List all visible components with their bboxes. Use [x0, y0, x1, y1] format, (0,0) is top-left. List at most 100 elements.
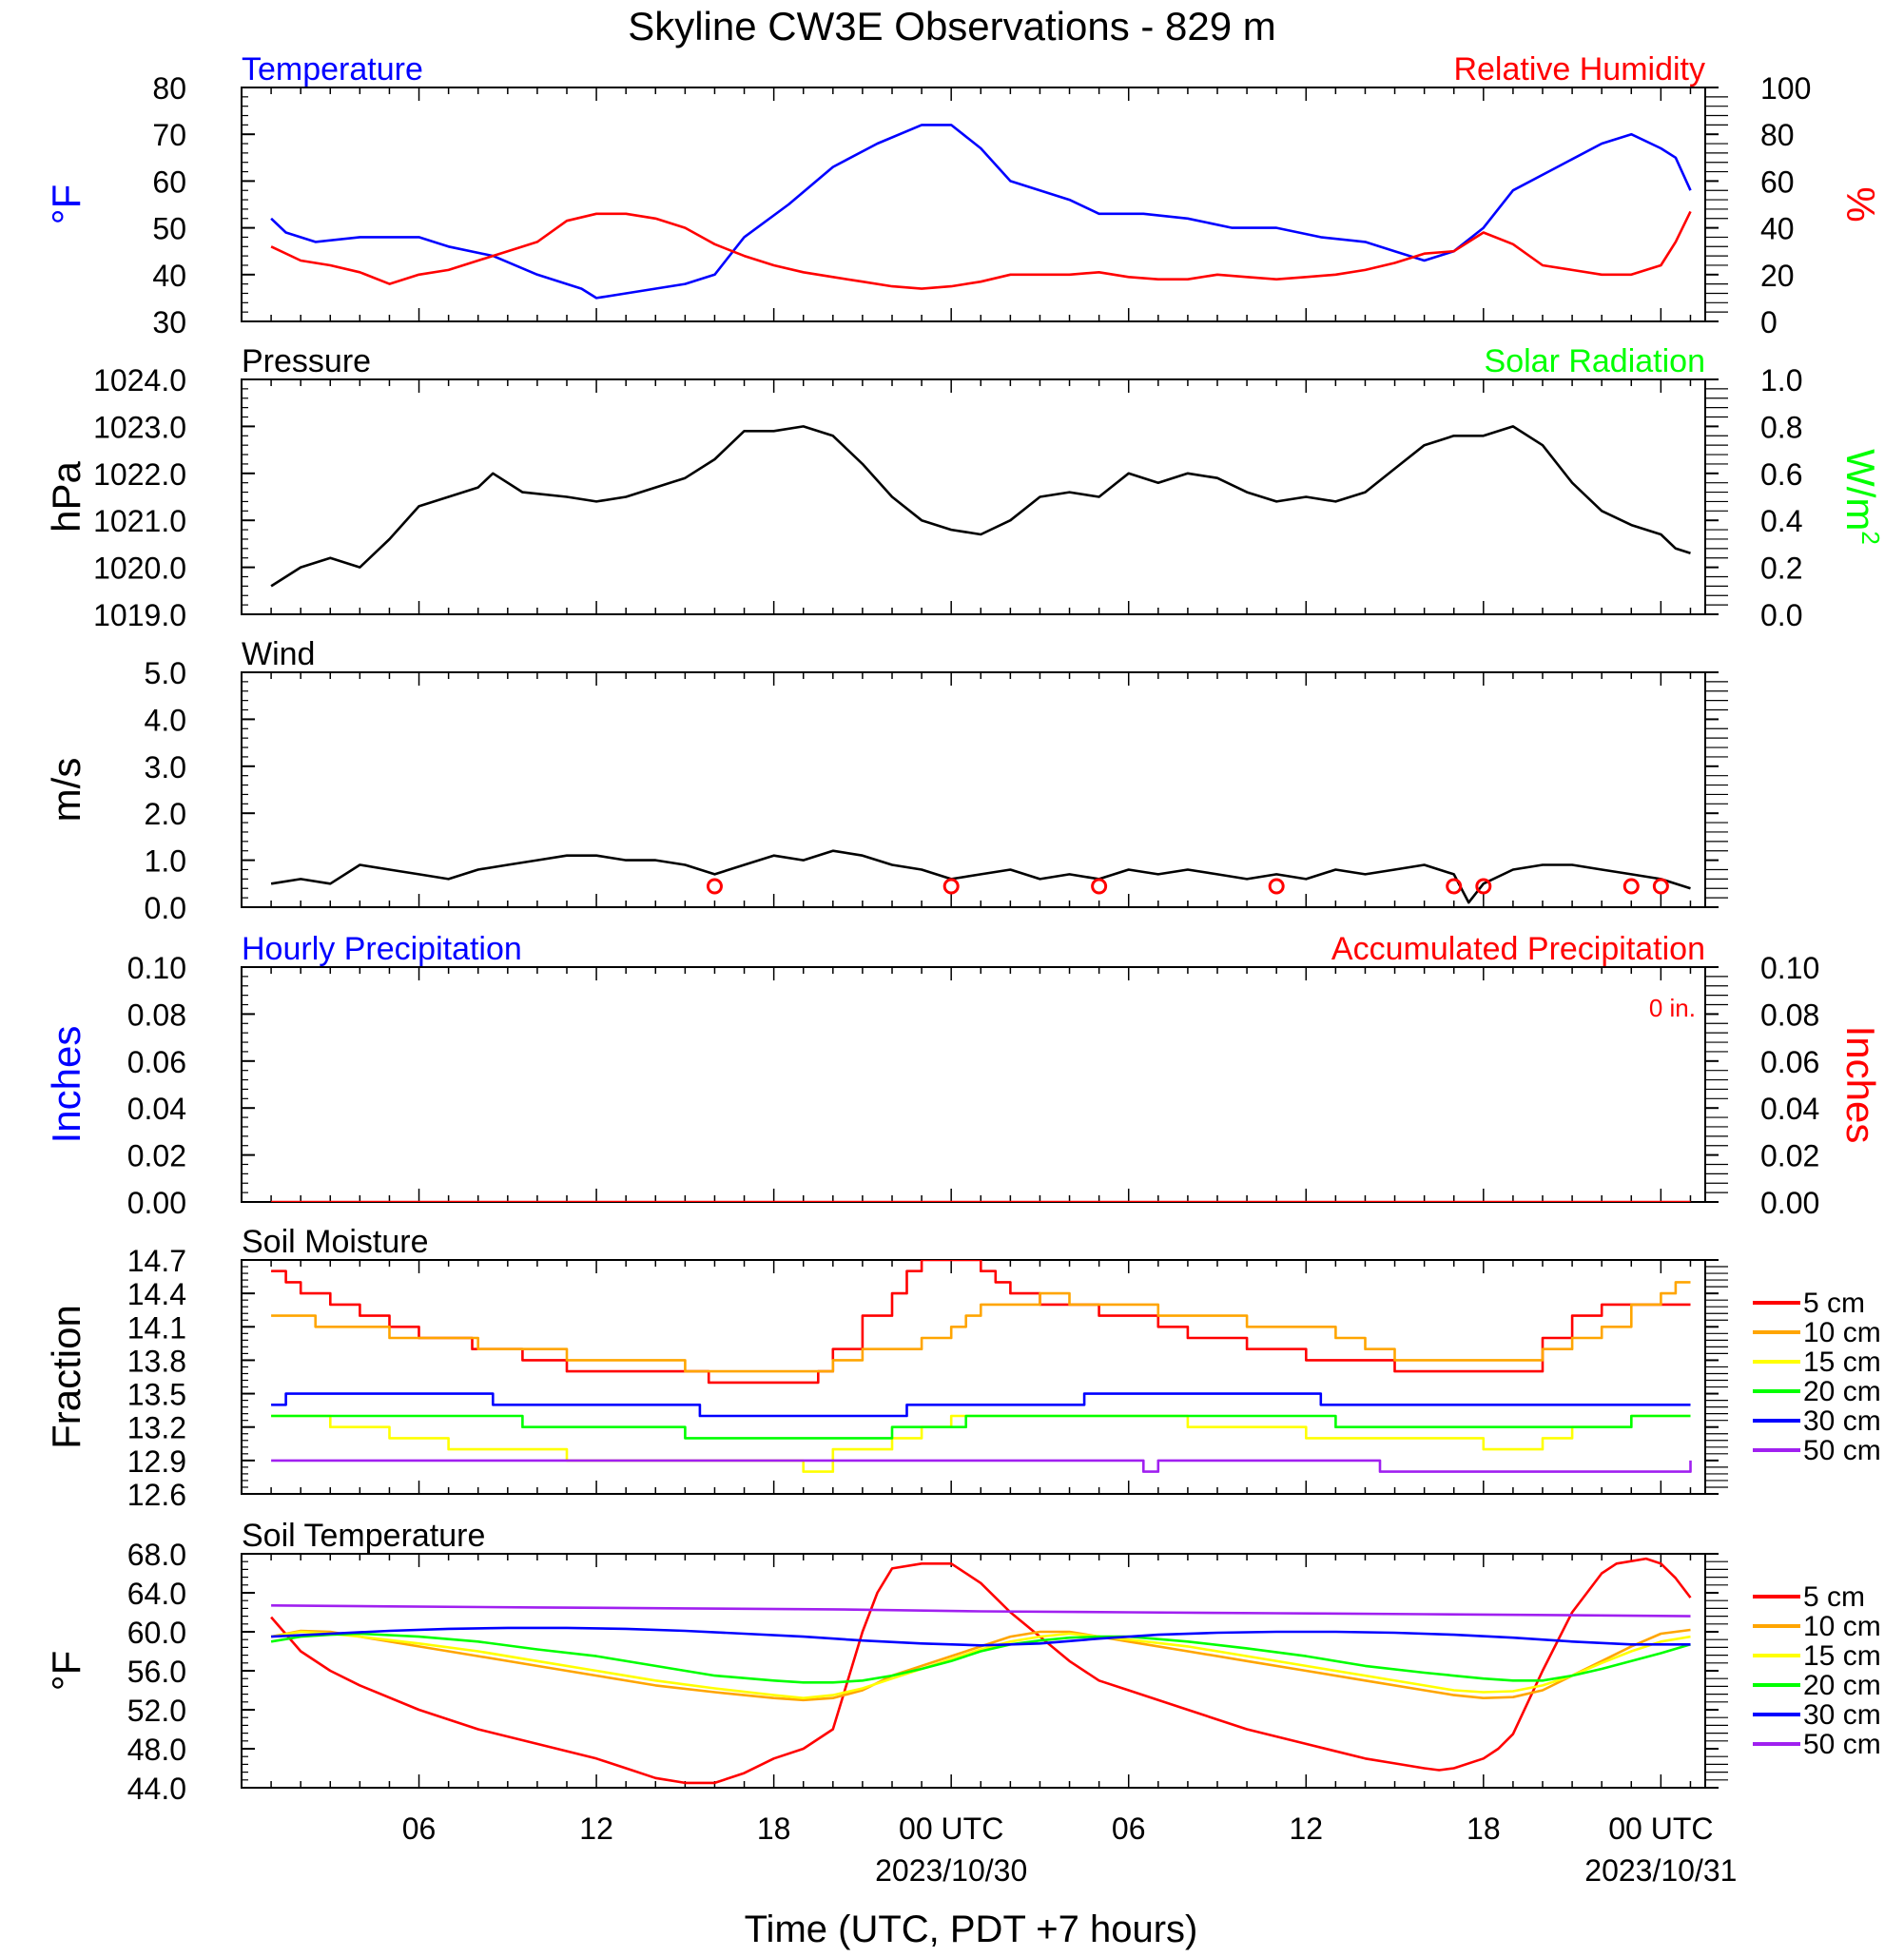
- calm-wind-marker: [1622, 878, 1640, 895]
- y-tick-label: 56.0: [127, 1655, 186, 1689]
- legend-label: 30 cm: [1803, 1699, 1881, 1731]
- y-axis-title-right-text: W/m: [1838, 449, 1883, 531]
- legend-label: 30 cm: [1803, 1405, 1881, 1437]
- y-right-tick-label: 0.10: [1760, 951, 1819, 985]
- legend-label: 50 cm: [1803, 1729, 1881, 1760]
- panel-left-title: Pressure: [242, 343, 371, 379]
- x-tick-label: 12: [579, 1812, 613, 1846]
- y-right-tick-label: 0.4: [1760, 504, 1802, 538]
- series-line-5-cm: [271, 1260, 1691, 1385]
- y-axis-title: °F: [44, 184, 88, 224]
- y-tick-label: 60: [152, 165, 186, 199]
- panel-left-title: Hourly Precipitation: [242, 931, 522, 967]
- series-line-black: [270, 425, 1691, 588]
- x-tick-label: 06: [1112, 1812, 1146, 1846]
- accumulated-total-label: 0 in.: [1649, 994, 1696, 1022]
- y-axis-title-right-text: %: [1838, 186, 1883, 222]
- panel-wind: 0.0 1.0 2.0 3.0 4.0 5.0 Wind m/s: [44, 636, 1728, 925]
- y-tick-label: 30: [152, 305, 186, 339]
- y-tick-label: 80: [152, 71, 186, 106]
- calm-wind-marker: [1091, 878, 1108, 895]
- legend-label: 10 cm: [1803, 1317, 1881, 1348]
- y-axis-title: hPa: [44, 460, 88, 532]
- panels: 30 40 50 60 70 80 0 20 40 60 80 100 Temperature Relat…: [44, 51, 1885, 1806]
- y-right-tick-label: 80: [1760, 118, 1795, 152]
- y-tick-label: 13.8: [127, 1344, 186, 1378]
- y-axis-title: Fraction: [44, 1305, 88, 1449]
- y-tick-label: 1022.0: [93, 457, 186, 492]
- legend-label: 20 cm: [1803, 1376, 1881, 1407]
- y-axis-title: Inches: [44, 1026, 88, 1144]
- y-right-tick-label: 0.02: [1760, 1139, 1819, 1173]
- panel-right-title: Accumulated Precipitation: [1331, 931, 1705, 967]
- x-date-label: 2023/10/31: [1584, 1853, 1737, 1888]
- legend-label: 50 cm: [1803, 1435, 1881, 1466]
- panel-left-title: Soil Moisture: [242, 1224, 429, 1260]
- y-right-tick-label: 0.08: [1760, 998, 1819, 1032]
- y-right-tick-label: 60: [1760, 165, 1795, 199]
- plot-frame: [241, 1259, 1706, 1495]
- series-line-10-cm: [270, 1628, 1691, 1702]
- y-axis-title-right: %: [1838, 186, 1883, 222]
- calm-wind-marker: [1268, 878, 1285, 895]
- series-line-30-cm: [271, 1392, 1691, 1418]
- calm-wind-marker: [1446, 878, 1463, 895]
- legend-label: 5 cm: [1803, 1581, 1865, 1613]
- x-tick-label: 18: [1467, 1812, 1501, 1846]
- x-tick-label: 18: [757, 1812, 791, 1846]
- y-tick-label: 1021.0: [93, 504, 186, 538]
- y-right-tick-label: 1.0: [1760, 363, 1802, 397]
- series-line-20-cm: [271, 1414, 1691, 1440]
- series-line-15-cm: [270, 1630, 1691, 1699]
- legend-label: 5 cm: [1803, 1288, 1865, 1319]
- y-tick-label: 0.0: [145, 891, 186, 925]
- series-line-50-cm: [271, 1604, 1691, 1618]
- series-line-red: [270, 210, 1692, 290]
- plot-frame: [241, 671, 1706, 908]
- y-tick-label: 14.4: [127, 1277, 186, 1311]
- y-right-tick-label: 0: [1760, 305, 1778, 339]
- y-right-tick-label: 0.2: [1760, 552, 1802, 586]
- y-right-tick-label: 0.06: [1760, 1045, 1819, 1079]
- y-tick-label: 12.9: [127, 1444, 186, 1479]
- y-axis-title-right: Inches: [1838, 1026, 1883, 1144]
- calm-wind-marker: [942, 878, 960, 895]
- y-right-tick-label: 0.8: [1760, 410, 1802, 444]
- y-tick-label: 5.0: [145, 656, 186, 690]
- y-tick-label: 1019.0: [93, 598, 186, 632]
- series-group: [270, 425, 1691, 588]
- panel-precipitation: 0.00 0.02 0.04 0.06 0.08 0.10 0.00 0.02 0.04 0.06…: [44, 931, 1883, 1220]
- y-tick-label: 0.04: [127, 1092, 186, 1126]
- series-line-20-cm: [270, 1632, 1691, 1684]
- y-tick-label: 70: [152, 118, 186, 152]
- legend-label: 15 cm: [1803, 1640, 1881, 1672]
- panel-soil-moisture: 12.612.913.213.513.814.114.414.7 Soil Moi…: [44, 1224, 1881, 1512]
- x-tick-label: 06: [402, 1812, 437, 1846]
- series-line-50-cm: [271, 1459, 1692, 1473]
- series-line-15-cm: [271, 1414, 1691, 1473]
- y-right-tick-label: 20: [1760, 259, 1795, 293]
- y-right-tick-label: 100: [1760, 71, 1811, 106]
- y-tick-label: 40: [152, 259, 186, 293]
- y-tick-label: 44.0: [127, 1772, 186, 1806]
- y-tick-label: 12.6: [127, 1478, 186, 1512]
- y-tick-label: 0.06: [127, 1045, 186, 1079]
- series-line-30-cm: [271, 1626, 1691, 1647]
- y-tick-label: 52.0: [127, 1694, 186, 1728]
- legend-label: 20 cm: [1803, 1670, 1881, 1701]
- panel-temperature: 30 40 50 60 70 80 0 20 40 60 80 100 Temperature Relat…: [44, 51, 1883, 339]
- plot-frame: [241, 87, 1706, 322]
- series-group: [270, 1557, 1692, 1785]
- legend-label: 15 cm: [1803, 1347, 1881, 1378]
- y-axis-title-right: W/m2: [1838, 449, 1885, 545]
- y-tick-label: 1024.0: [93, 363, 186, 397]
- y-tick-label: 0.08: [127, 998, 186, 1032]
- plot-frame: [241, 378, 1706, 615]
- y-axis-title: m/s: [44, 758, 88, 823]
- series-line-black: [270, 849, 1691, 904]
- calm-wind-marker: [1652, 878, 1669, 895]
- x-tick-label: 00 UTC: [1608, 1812, 1713, 1846]
- series-group: [270, 849, 1691, 904]
